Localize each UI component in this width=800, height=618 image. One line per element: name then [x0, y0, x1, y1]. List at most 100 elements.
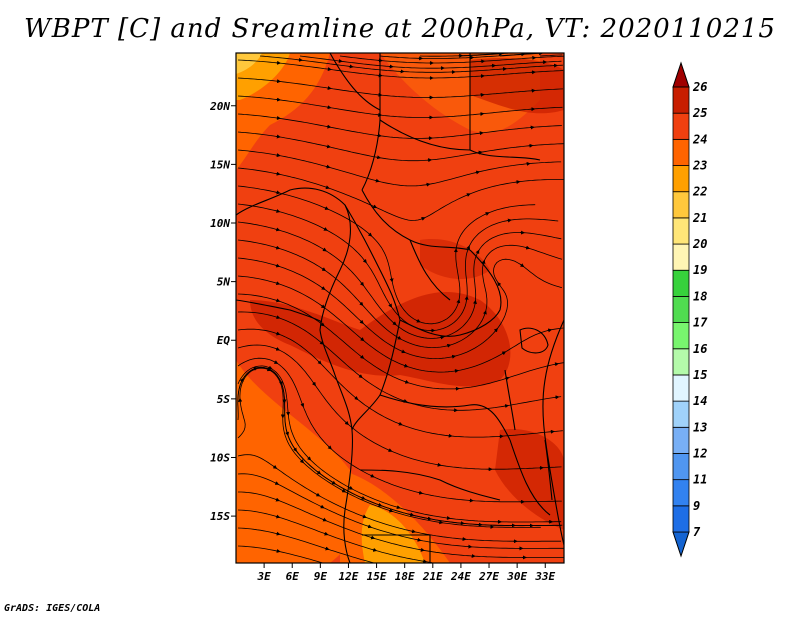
colorbar-swatch	[672, 165, 690, 193]
colorbar-swatch	[672, 112, 690, 140]
lake-tanganyika	[504, 369, 516, 431]
colorbar-swatch	[672, 348, 690, 376]
streamline-arrow	[396, 505, 401, 510]
streamline-arrow	[324, 546, 330, 551]
streamline-arrow	[327, 445, 332, 450]
streamline	[339, 55, 564, 64]
streamline-arrow	[418, 490, 424, 495]
streamline-arrow	[275, 263, 281, 268]
streamline-arrow	[493, 327, 498, 333]
streamline-arrow	[275, 298, 281, 303]
colorbar-swatch	[672, 400, 690, 428]
x-tick-label: 27E	[478, 570, 499, 583]
border-4	[469, 149, 541, 161]
streamline	[539, 54, 563, 57]
streamline	[237, 275, 564, 373]
streamline-arrow	[372, 204, 378, 209]
lake-victoria	[519, 327, 549, 354]
y-tick-label: 10N	[210, 217, 230, 230]
streamline-arrow	[451, 354, 457, 359]
colorbar-max-arrow	[672, 61, 690, 88]
streamline-arrow	[370, 473, 375, 478]
streamline-arrow	[388, 303, 393, 308]
streamline-arrow	[325, 164, 331, 169]
streamline-arrow	[411, 529, 416, 534]
streamline-arrow	[275, 281, 281, 286]
border-2	[329, 53, 381, 111]
streamline	[299, 55, 562, 69]
field-25-congo	[250, 291, 511, 387]
streamline-arrow	[404, 379, 410, 384]
streamline-arrow	[554, 362, 559, 367]
border-7	[469, 249, 502, 311]
streamline	[238, 491, 564, 558]
colorbar-label: 9	[693, 499, 700, 513]
x-tick-label: 18E	[395, 570, 415, 583]
streamline-arrow	[275, 549, 281, 553]
streamline-arrow	[319, 340, 325, 345]
streamline-arrow	[273, 360, 279, 364]
streamline-arrow	[475, 249, 480, 255]
streamline-arrow	[299, 459, 305, 464]
colorbar-swatch	[672, 322, 690, 350]
streamline-arrow	[439, 335, 445, 340]
colorbar-label: 21	[692, 211, 707, 225]
colorbar-min-arrow	[672, 531, 690, 558]
footer-credit: GrADS: IGES/COLA	[4, 603, 101, 614]
colorbar-swatch	[672, 453, 690, 481]
chart-title: WBPT [C] and Sreamline at 200hPa, VT: 20…	[24, 14, 776, 44]
streamline-arrow	[354, 395, 359, 401]
border-3	[379, 53, 471, 151]
streamline-arrow	[416, 537, 422, 542]
streamline	[237, 454, 561, 542]
streamline-arrow	[321, 267, 327, 272]
streamline	[237, 365, 562, 523]
streamline-arrow	[326, 105, 332, 110]
streamline-arrow	[497, 281, 502, 287]
streamline-arrow	[275, 331, 281, 336]
x-tick-label: 12E	[339, 570, 359, 583]
streamline-arrow	[311, 381, 316, 387]
y-tick-label: 15N	[210, 158, 230, 171]
streamline-arrow	[306, 456, 312, 461]
border-6	[409, 239, 451, 301]
y-axis: 20N 15N 10N 5N EQ 5S 10S 15S	[209, 100, 236, 523]
colorbar-swatch	[672, 505, 690, 533]
streamline	[237, 113, 562, 139]
x-axis: 3E 6E 9E 12E 15E 18E 21E 24E 27E 30E 33E	[256, 563, 556, 583]
colorbar-label: 22	[692, 185, 707, 199]
streamline-arrow	[477, 150, 483, 155]
streamline-arrow	[359, 301, 364, 307]
x-tick-label: 3E	[256, 570, 271, 583]
streamline-arrow	[362, 514, 367, 519]
streamline-arrow	[315, 492, 321, 497]
streamline-arrow	[370, 535, 376, 540]
coastline-gulf	[236, 299, 323, 323]
colorbar-label: 16	[693, 342, 707, 356]
streamline-arrow	[501, 351, 507, 356]
streamline-arrow	[388, 508, 394, 513]
streamline-arrow	[420, 216, 426, 221]
streamline-arrow	[320, 304, 326, 309]
colorbar-label: 17	[693, 316, 708, 330]
streamline-arrow	[322, 517, 328, 522]
streamline-arrow	[525, 245, 531, 250]
field-23-southwest	[236, 360, 361, 563]
streamline-arrow	[275, 190, 281, 195]
y-tick-label: 10S	[210, 451, 230, 464]
streamline	[237, 149, 562, 187]
y-tick-label: 5N	[217, 276, 231, 289]
streamline	[237, 95, 563, 118]
streamline-arrow	[372, 547, 378, 552]
y-tick-label: 20N	[209, 100, 230, 113]
streamline	[237, 185, 536, 325]
streamline-arrow	[317, 360, 322, 365]
streamline-arrow	[326, 144, 332, 149]
border-5	[361, 189, 471, 251]
colorbar-swatch	[672, 479, 690, 507]
streamline	[237, 367, 541, 528]
colorbar-label: 13	[693, 420, 707, 434]
map-area	[236, 53, 564, 563]
streamline-arrow	[436, 462, 442, 467]
streamline-arrow	[398, 421, 403, 426]
